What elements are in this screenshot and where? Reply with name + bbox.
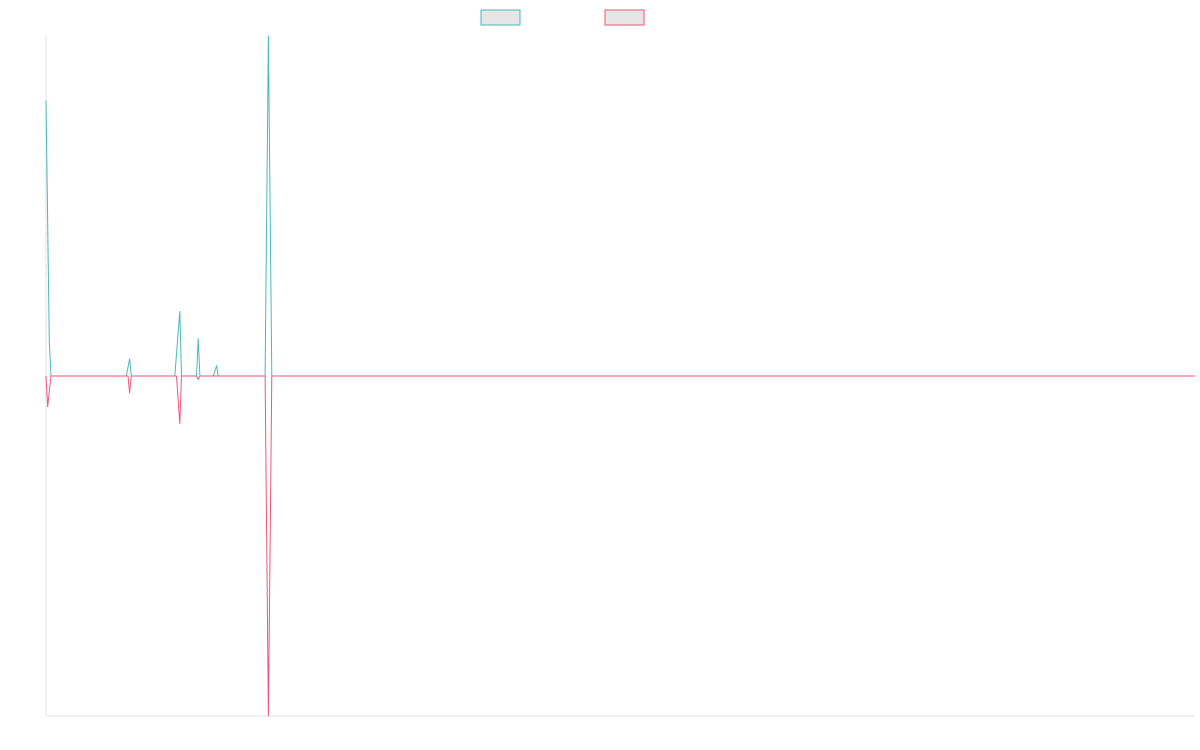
series-line-1 (45, 35, 1195, 377)
legend-swatch-2 (604, 9, 645, 26)
series-layer (45, 35, 1195, 717)
legend-swatch-1 (480, 9, 521, 26)
series-line-2 (45, 375, 1195, 717)
legend (480, 9, 645, 26)
